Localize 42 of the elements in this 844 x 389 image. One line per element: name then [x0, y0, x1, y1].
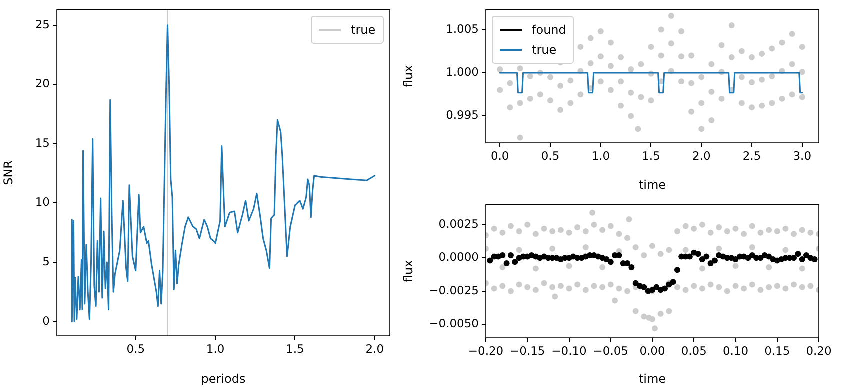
legend-label: true [351, 22, 376, 37]
x-tick-label: 0.00 [640, 344, 666, 358]
y-axis-title: flux [401, 260, 416, 283]
x-axis-title: periods [201, 372, 246, 386]
y-tick-label: 0 [42, 314, 50, 328]
x-tick-label: 1.0 [206, 342, 225, 356]
y-tick-label: 5 [42, 254, 50, 268]
x-tick-label: 2.5 [742, 148, 762, 163]
y-axis-title: flux [401, 65, 416, 88]
x-tick-label: 1.5 [642, 148, 660, 163]
legend-label: found [532, 22, 566, 37]
y-tick-label: 0.995 [446, 108, 479, 122]
x-tick-label: −0.05 [593, 344, 628, 358]
y-axis-title: SNR [1, 160, 16, 186]
x-tick-label: 0.5 [126, 342, 146, 356]
y-tick-label: 1.000 [446, 64, 479, 79]
x-tick-label: 0.10 [722, 344, 749, 358]
y-tick-label: 20 [35, 76, 50, 91]
x-tick-label: 3.0 [793, 148, 812, 163]
y-tick-label: 0.0000 [438, 250, 479, 264]
x-tick-label: 0.05 [681, 344, 707, 358]
x-tick-label: 2.0 [692, 148, 711, 163]
x-tick-label: −0.15 [510, 344, 546, 358]
y-tick-label: 1.005 [446, 22, 479, 36]
x-tick-label: 0.15 [764, 344, 790, 358]
y-tick-label: −0.0050 [429, 316, 479, 331]
x-axis-title: time [638, 178, 666, 192]
x-tick-label: 1.0 [592, 148, 610, 163]
y-tick-label: 15 [35, 136, 50, 150]
x-tick-label: 2.0 [366, 342, 384, 356]
x-tick-label: 0.20 [806, 344, 832, 358]
y-tick-label: −0.0025 [429, 283, 479, 298]
legend-label: true [532, 42, 557, 57]
x-tick-label: −0.20 [468, 344, 504, 358]
x-tick-label: 1.5 [286, 342, 304, 356]
y-tick-label: 0.0025 [438, 216, 479, 231]
y-tick-label: 10 [35, 195, 50, 210]
x-axis-title: time [638, 372, 666, 386]
x-tick-label: −0.10 [552, 344, 587, 358]
y-tick-label: 25 [35, 17, 50, 32]
x-tick-label: 0.5 [541, 148, 560, 163]
x-tick-label: 0.0 [490, 148, 510, 163]
